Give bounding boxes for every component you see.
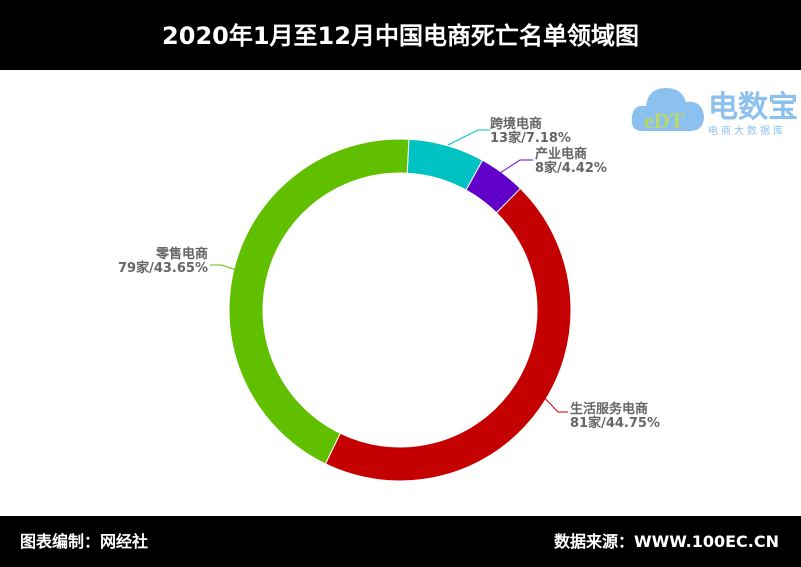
- cloud-logo-icon: eDT: [631, 88, 704, 133]
- slice-value: 81家/44.75%: [570, 416, 660, 431]
- logo-subtitle: 电商大数据库: [708, 126, 786, 137]
- slice-label-services: 生活服务电商 81家/44.75%: [570, 403, 660, 431]
- leader-line: [447, 129, 490, 146]
- footer: 图表编制：网经社 数据来源：WWW.100EC.CN: [0, 516, 801, 567]
- leader-line: [210, 264, 237, 271]
- footer-source: 数据来源：WWW.100EC.CN: [553, 532, 779, 551]
- logo-name: 电数宝: [708, 90, 798, 125]
- leader-line: [536, 389, 568, 413]
- footer-credit: 图表编制：网经社: [20, 532, 149, 551]
- slice-value: 13家/7.18%: [490, 131, 571, 146]
- slice-value: 79家/43.65%: [118, 261, 208, 276]
- slice-name: 跨境电商: [490, 117, 543, 132]
- slice-value: 8家/4.42%: [535, 161, 607, 176]
- slice-label-retail: 零售电商 79家/43.65%: [116, 248, 208, 276]
- slice-name: 产业电商: [535, 147, 588, 162]
- slice-name: 零售电商: [155, 247, 208, 262]
- slice-label-industrial: 产业电商 8家/4.42%: [535, 148, 607, 176]
- chart-title: 2020年1月至12月中国电商死亡名单领域图: [0, 0, 801, 70]
- svg-text:eDT: eDT: [644, 108, 685, 133]
- donut-slice: [324, 187, 572, 482]
- slice-label-cross-border: 跨境电商 13家/7.18%: [490, 118, 571, 146]
- donut-slice: [228, 138, 410, 465]
- leader-line: [496, 159, 533, 176]
- slice-name: 生活服务电商: [570, 402, 649, 417]
